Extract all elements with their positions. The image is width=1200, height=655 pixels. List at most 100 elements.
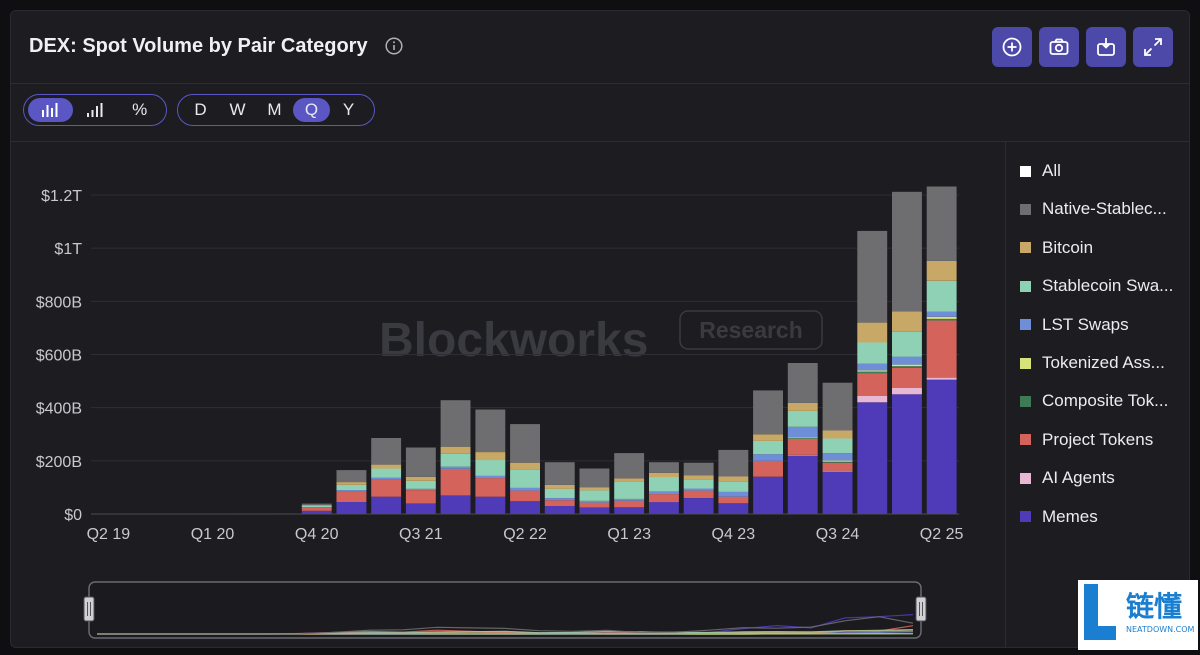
legend-swatch: [1020, 358, 1031, 369]
legend-label: Memes: [1042, 507, 1098, 527]
legend-item[interactable]: AI Agents: [1020, 466, 1188, 490]
chart-header: DEX: Spot Volume by Pair Category: [11, 11, 1189, 84]
bar-segment: [510, 424, 540, 463]
bar-segment: [927, 319, 957, 321]
bar-segment: [892, 192, 922, 312]
x-tick-label: Q2 22: [503, 526, 547, 543]
period-m[interactable]: M: [256, 98, 293, 122]
bar-segment: [545, 506, 575, 514]
bar-segment: [510, 491, 540, 502]
bar-segment: [614, 453, 644, 478]
chart-panel: DEX: Spot Volume by Pair Category: [10, 10, 1190, 648]
bar-segment: [649, 502, 679, 514]
legend-item[interactable]: Native-Stablec...: [1020, 197, 1188, 221]
bar-segment: [441, 453, 471, 466]
legend-item[interactable]: Project Tokens: [1020, 428, 1188, 452]
watermark-brand: Blockworks: [379, 314, 648, 367]
download-image-button[interactable]: [1086, 27, 1126, 67]
bar-segment: [927, 378, 957, 380]
legend-item[interactable]: Memes: [1020, 505, 1188, 529]
legend-item[interactable]: Composite Tok...: [1020, 389, 1188, 413]
bar-segment: [823, 472, 853, 515]
legend-item[interactable]: Bitcoin: [1020, 236, 1188, 260]
legend-swatch: [1020, 166, 1031, 177]
bar-segment: [753, 390, 783, 434]
legend-label: Native-Stablec...: [1042, 199, 1167, 219]
y-tick-label: $600B: [36, 348, 82, 365]
legend-swatch: [1020, 396, 1031, 407]
bar-segment: [927, 321, 957, 378]
bar-segment: [892, 394, 922, 514]
legend-swatch: [1020, 242, 1031, 253]
legend-swatch: [1020, 204, 1031, 215]
page-title: DEX: Spot Volume by Pair Category: [29, 35, 368, 58]
bar-segment: [302, 508, 332, 511]
y-tick-label: $1T: [54, 241, 82, 258]
bar-segment: [545, 500, 575, 506]
legend-item[interactable]: Tokenized Ass...: [1020, 351, 1188, 375]
bar-segment: [649, 473, 679, 477]
bar-segment: [475, 460, 505, 476]
info-icon[interactable]: [385, 37, 403, 55]
bar-segment: [406, 477, 436, 481]
bar-segment: [510, 469, 540, 488]
bar-segment: [857, 402, 887, 514]
legend-label: Composite Tok...: [1042, 391, 1168, 411]
bar-segment: [302, 507, 332, 508]
chart-type-percent[interactable]: %: [117, 98, 162, 122]
bar-segment: [788, 363, 818, 403]
bar-segment: [684, 489, 714, 491]
bar-segment: [337, 491, 367, 502]
bar-segment: [337, 490, 367, 491]
bar-segment: [649, 462, 679, 473]
x-tick-label: Q3 21: [399, 526, 443, 543]
bar-segment: [406, 448, 436, 477]
chart-type-stacked-bar[interactable]: [28, 98, 73, 122]
legend-label: Stablecoin Swa...: [1042, 276, 1173, 296]
x-tick-label: Q1 20: [191, 526, 235, 543]
bar-segment: [788, 411, 818, 427]
chart-legend: All Native-Stablec... Bitcoin Stablecoin Sw…: [1005, 142, 1190, 647]
bar-segment: [753, 477, 783, 514]
legend-label: LST Swaps: [1042, 315, 1129, 335]
range-handle-left[interactable]: [84, 597, 94, 621]
bar-segment: [684, 498, 714, 514]
bar-segment: [302, 505, 332, 506]
bar-segment: [475, 497, 505, 514]
bar-segment: [545, 498, 575, 500]
bar-segment: [406, 489, 436, 490]
legend-item[interactable]: LST Swaps: [1020, 313, 1188, 337]
bar-segment: [371, 497, 401, 514]
bar-segment: [302, 506, 332, 507]
y-tick-label: $400B: [36, 401, 82, 418]
bar-segment: [406, 481, 436, 489]
bar-segment: [545, 462, 575, 485]
bar-segment: [475, 452, 505, 460]
x-tick-label: Q2 19: [87, 526, 131, 543]
period-d[interactable]: D: [182, 98, 219, 122]
legend-item[interactable]: All: [1020, 159, 1188, 183]
bar-segment: [718, 497, 748, 504]
screenshot-button[interactable]: [1039, 27, 1079, 67]
legend-swatch: [1020, 473, 1031, 484]
bar-segment: [302, 504, 332, 505]
period-w[interactable]: W: [219, 98, 256, 122]
range-handle-right[interactable]: [916, 597, 926, 621]
bar-segment: [927, 261, 957, 281]
bar-segment: [788, 455, 818, 456]
bar-segment: [510, 501, 540, 514]
neatdown-logo-text: 链懂: [1126, 590, 1182, 623]
bar-segment: [857, 323, 887, 343]
legend-item[interactable]: Stablecoin Swa...: [1020, 274, 1188, 298]
y-tick-label: $800B: [36, 294, 82, 311]
period-q[interactable]: Q: [293, 98, 330, 122]
bar-segment: [927, 317, 957, 319]
x-tick-label: Q4 23: [712, 526, 756, 543]
chart-type-bar[interactable]: [73, 98, 118, 122]
fullscreen-button[interactable]: [1133, 27, 1173, 67]
y-tick-label: $1.2T: [41, 188, 82, 205]
add-button[interactable]: [992, 27, 1032, 67]
period-y[interactable]: Y: [330, 98, 367, 122]
bar-segment: [441, 467, 471, 469]
